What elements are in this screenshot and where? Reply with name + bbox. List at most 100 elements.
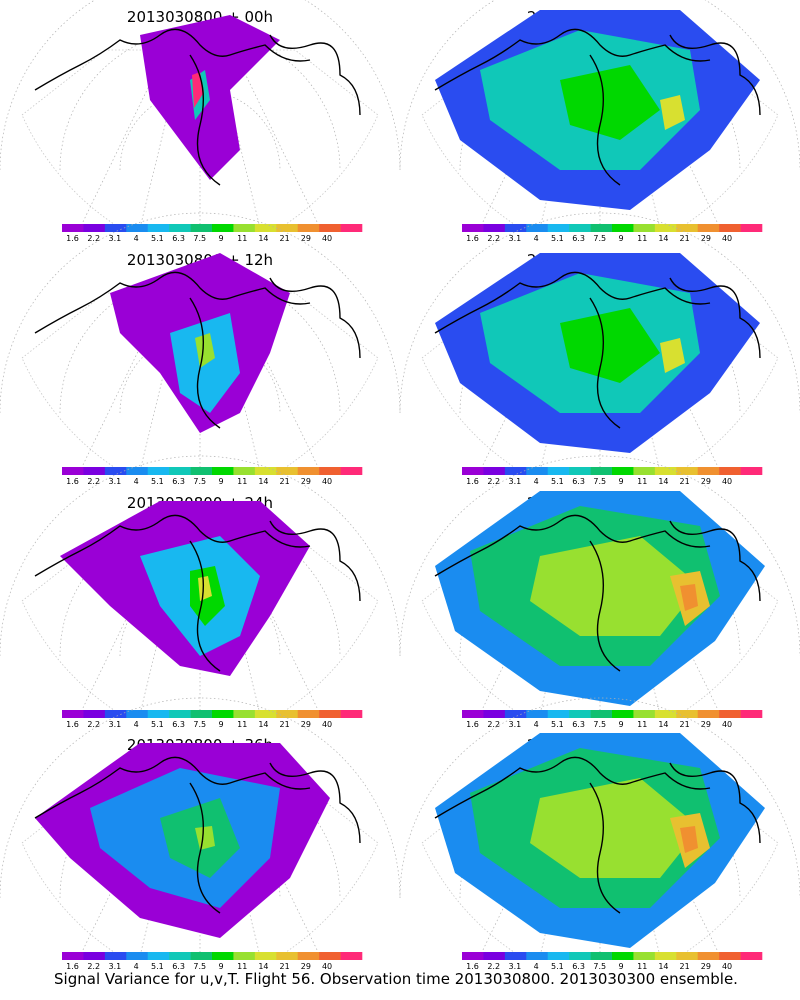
colorbar-segment: [569, 224, 591, 232]
colorbar-tick-label: 3.1: [509, 720, 522, 729]
colorbar-tick-label: 1.6: [66, 720, 79, 729]
colorbar-tick-label: 7.5: [593, 477, 606, 486]
colorbar-tick-label: 5.1: [151, 720, 164, 729]
colorbar-tick-label: 2.2: [87, 477, 100, 486]
coastline: [189, 782, 221, 914]
graticule-line: [235, 54, 321, 229]
colorbar-tick-label: 29: [701, 720, 711, 729]
graticule-line: [0, 697, 401, 899]
colorbar-tick-label: 7.5: [193, 477, 206, 486]
colorbar-tick-label: 40: [322, 720, 332, 729]
colorbar-tick-label: 14: [258, 962, 268, 971]
coastline: [34, 514, 311, 577]
map-panel: 2013030800 + 84h1.62.23.145.16.37.591114…: [399, 697, 800, 971]
colorbar-segment: [462, 224, 484, 232]
colorbar-segment: [297, 710, 320, 718]
colorbar-tick-label: 11: [637, 720, 647, 729]
colorbar-segment: [126, 952, 149, 960]
colorbar-tick-label: 29: [701, 477, 711, 486]
graticule-line: [0, 0, 401, 171]
colorbar-tick-label: 14: [258, 234, 268, 243]
colorbar-segment: [569, 467, 591, 475]
colorbar-segment: [633, 710, 656, 718]
variance-contour: [195, 826, 215, 850]
colorbar-segment: [740, 224, 763, 232]
colorbar-segment: [526, 224, 549, 232]
colorbar-tick-label: 29: [701, 234, 711, 243]
coastline: [189, 54, 221, 186]
colorbar-tick-label: 1.6: [466, 962, 479, 971]
colorbar-tick-label: 9: [218, 234, 223, 243]
colorbar-tick-label: 2.2: [487, 234, 500, 243]
colorbar-segment: [233, 467, 256, 475]
coastline: [589, 540, 621, 672]
colorbar-tick-label: 4: [134, 962, 139, 971]
colorbar-tick-label: 5.1: [151, 962, 164, 971]
colorbar-segment: [504, 710, 527, 718]
coastline: [669, 520, 761, 602]
colorbar-segment: [697, 952, 720, 960]
colorbar-tick-label: 6.3: [172, 234, 185, 243]
colorbar-tick-label: 11: [237, 477, 247, 486]
colorbar-segment: [569, 952, 591, 960]
colorbar-segment: [654, 467, 677, 475]
colorbar-segment: [319, 224, 341, 232]
coastline: [669, 34, 761, 116]
colorbar-tick-label: 11: [237, 234, 247, 243]
colorbar-tick-label: 14: [258, 720, 268, 729]
colorbar-segment: [319, 467, 341, 475]
colorbar-tick-label: 29: [301, 234, 311, 243]
graticule-line: [0, 212, 401, 414]
colorbar-tick-label: 4: [534, 720, 539, 729]
colorbar-segment: [483, 952, 506, 960]
variance-contour: [660, 95, 685, 130]
colorbar-tick-label: 3.1: [509, 477, 522, 486]
colorbar-segment: [190, 952, 213, 960]
coastline: [434, 271, 711, 334]
colorbar-segment: [212, 952, 234, 960]
colorbar-tick-label: 14: [658, 477, 668, 486]
colorbar-tick-label: 14: [658, 234, 668, 243]
colorbar-tick-label: 40: [322, 234, 332, 243]
colorbar-tick-label: 21: [680, 477, 690, 486]
colorbar-segment: [504, 952, 527, 960]
colorbar-tick-label: 6.3: [572, 477, 585, 486]
colorbar-segment: [697, 467, 720, 475]
map-panel: 2013030800 + 60h1.62.23.145.16.37.591114…: [399, 212, 800, 486]
colorbar-segment: [297, 224, 320, 232]
colorbar-tick-label: 9: [618, 962, 623, 971]
variance-contour: [560, 65, 660, 140]
colorbar-segment: [719, 952, 741, 960]
colorbar-segment: [612, 224, 634, 232]
colorbar-tick-label: 6.3: [572, 720, 585, 729]
coastline: [434, 514, 711, 577]
colorbar-segment: [62, 952, 84, 960]
graticule-line: [399, 455, 800, 657]
colorbar-tick-label: 4: [134, 234, 139, 243]
colorbar-tick-label: 7.5: [593, 720, 606, 729]
colorbar-tick-label: 5.1: [551, 477, 564, 486]
coastline: [589, 297, 621, 429]
figure-caption: Signal Variance for u,v,T. Flight 56. Ob…: [54, 970, 738, 988]
variance-contour: [680, 584, 698, 611]
colorbar-tick-label: 9: [618, 720, 623, 729]
colorbar-tick-label: 1.6: [66, 477, 79, 486]
colorbar-segment: [612, 467, 634, 475]
colorbar-segment: [62, 710, 84, 718]
colorbar-tick-label: 29: [301, 962, 311, 971]
colorbar-tick-label: 11: [637, 962, 647, 971]
colorbar-segment: [612, 710, 634, 718]
coastline: [189, 297, 221, 429]
colorbar-segment: [104, 224, 127, 232]
map-panel: 2013030800 + 48h1.62.23.145.16.37.591114…: [399, 0, 800, 243]
colorbar-segment: [462, 952, 484, 960]
colorbar-segment: [740, 467, 763, 475]
graticule-line: [217, 54, 261, 229]
coastline: [589, 782, 621, 914]
colorbar-tick-label: 21: [680, 234, 690, 243]
colorbar-segment: [212, 467, 234, 475]
colorbar-segment: [233, 952, 256, 960]
colorbar-tick-label: 3.1: [509, 962, 522, 971]
colorbar-segment: [590, 467, 613, 475]
colorbar-segment: [276, 952, 299, 960]
